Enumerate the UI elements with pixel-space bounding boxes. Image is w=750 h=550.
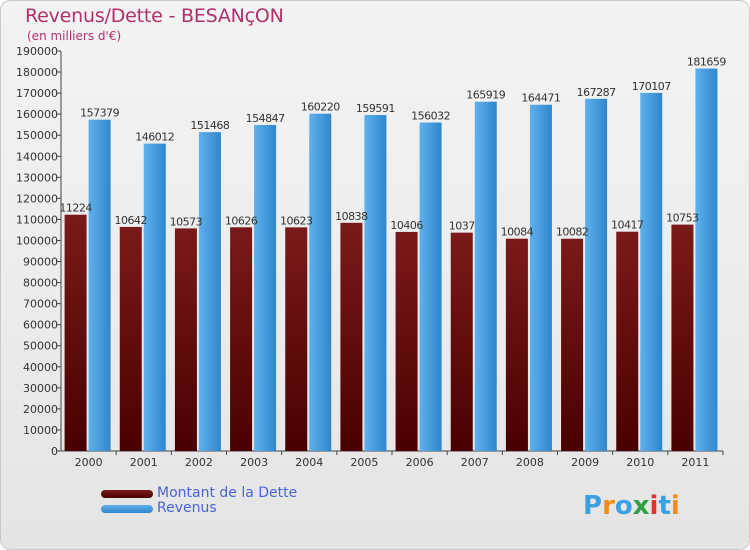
data-label-revenue: 181659	[687, 56, 726, 69]
y-tick-label: 90000	[23, 256, 58, 269]
data-label-debt: 10838	[335, 210, 368, 223]
x-tick-label: 2009	[571, 456, 599, 469]
bar-debt	[671, 224, 694, 451]
data-label-debt: 10623	[280, 214, 313, 227]
logo-letter: P	[583, 491, 603, 521]
y-tick-label: 190000	[16, 45, 58, 58]
legend-label-debt: Montant de la Dette	[157, 485, 298, 501]
data-label-debt: 10626	[225, 214, 258, 227]
data-label-revenue: 164471	[521, 92, 560, 105]
x-tick-label: 2004	[295, 456, 323, 469]
y-tick-label: 30000	[23, 382, 58, 395]
x-tick-label: 2000	[75, 456, 103, 469]
x-tick-label: 2008	[516, 456, 544, 469]
y-tick-label: 180000	[16, 66, 58, 79]
data-label-debt: 10406	[390, 219, 423, 232]
data-label-revenue: 170107	[632, 80, 671, 93]
y-tick-label: 60000	[23, 319, 58, 332]
y-tick-label: 0	[51, 445, 58, 458]
bar-debt	[230, 227, 253, 451]
bar-debt	[561, 238, 584, 451]
data-label-revenue: 154847	[246, 112, 285, 125]
data-label-debt: 10082	[556, 226, 589, 239]
data-label-debt: 10753	[666, 212, 699, 225]
y-tick-label: 130000	[16, 171, 58, 184]
bar-revenue	[143, 143, 166, 451]
data-label-debt: 11224	[59, 202, 92, 215]
y-tick-label: 120000	[16, 192, 58, 205]
logo-letter: r	[602, 491, 615, 521]
legend-swatch-debt	[101, 490, 153, 498]
y-tick-label: 150000	[16, 129, 58, 142]
y-tick-label: 170000	[16, 87, 58, 100]
data-label-debt: 10417	[611, 219, 644, 232]
bar-revenue	[364, 115, 387, 451]
y-tick-label: 100000	[16, 234, 58, 247]
x-tick-label: 2001	[130, 456, 158, 469]
data-label-debt: 10642	[115, 214, 148, 227]
bar-debt	[450, 232, 473, 451]
x-tick-label: 2005	[350, 456, 378, 469]
data-label-revenue: 156032	[411, 110, 450, 123]
logo-letter: t	[658, 491, 671, 521]
y-tick-label: 40000	[23, 361, 58, 374]
data-label-revenue: 157379	[80, 107, 119, 120]
bar-debt	[285, 227, 308, 451]
data-label-debt: 1037	[449, 220, 475, 233]
bar-revenue	[419, 122, 442, 451]
y-tick-label: 10000	[23, 424, 58, 437]
x-tick-label: 2010	[626, 456, 654, 469]
bar-revenue	[585, 98, 608, 452]
y-tick-label: 80000	[23, 277, 58, 290]
chart-subtitle: (en milliers d'€)	[27, 29, 122, 43]
bar-debt	[616, 231, 639, 451]
proxiti-logo: Proxiti	[583, 491, 703, 525]
logo-letter: x	[632, 491, 650, 521]
data-label-revenue: 159591	[356, 102, 395, 115]
legend-label-revenue: Revenus	[157, 500, 217, 516]
bar-revenue	[254, 125, 277, 451]
x-tick-label: 2006	[406, 456, 434, 469]
bar-revenue	[695, 68, 718, 451]
bar-revenue	[88, 119, 111, 452]
bar-revenue	[309, 113, 332, 452]
y-tick-label: 160000	[16, 108, 58, 121]
data-label-debt: 10573	[170, 215, 203, 228]
data-label-debt: 10084	[501, 226, 534, 239]
x-tick-label: 2011	[681, 456, 709, 469]
bar-debt	[505, 238, 528, 451]
y-tick-label: 20000	[23, 403, 58, 416]
bar-debt	[395, 231, 418, 451]
data-label-revenue: 160220	[301, 101, 340, 114]
bar-revenue	[640, 92, 663, 451]
bar-revenue	[529, 104, 552, 451]
bar-debt	[64, 214, 87, 451]
data-label-revenue: 151468	[190, 119, 229, 132]
bar-debt	[174, 228, 197, 451]
logo-letter: i	[670, 491, 680, 521]
x-tick-label: 2002	[185, 456, 213, 469]
bar-debt	[340, 222, 363, 451]
legend-swatch-revenue	[101, 505, 153, 513]
data-label-revenue: 167287	[577, 86, 616, 99]
logo-letter: i	[649, 491, 659, 521]
bar-revenue	[474, 101, 497, 451]
y-tick-label: 50000	[23, 340, 58, 353]
x-tick-label: 2003	[240, 456, 268, 469]
logo-letter: o	[614, 491, 633, 521]
y-tick-label: 70000	[23, 298, 58, 311]
y-tick-label: 110000	[16, 213, 58, 226]
bar-revenue	[198, 132, 221, 451]
data-label-revenue: 165919	[466, 89, 505, 102]
data-label-revenue: 146012	[135, 131, 174, 144]
chart-title: Revenus/Dette - BESANçON	[25, 5, 284, 27]
y-tick-label: 140000	[16, 150, 58, 163]
bar-debt	[119, 226, 142, 451]
x-tick-label: 2007	[461, 456, 489, 469]
